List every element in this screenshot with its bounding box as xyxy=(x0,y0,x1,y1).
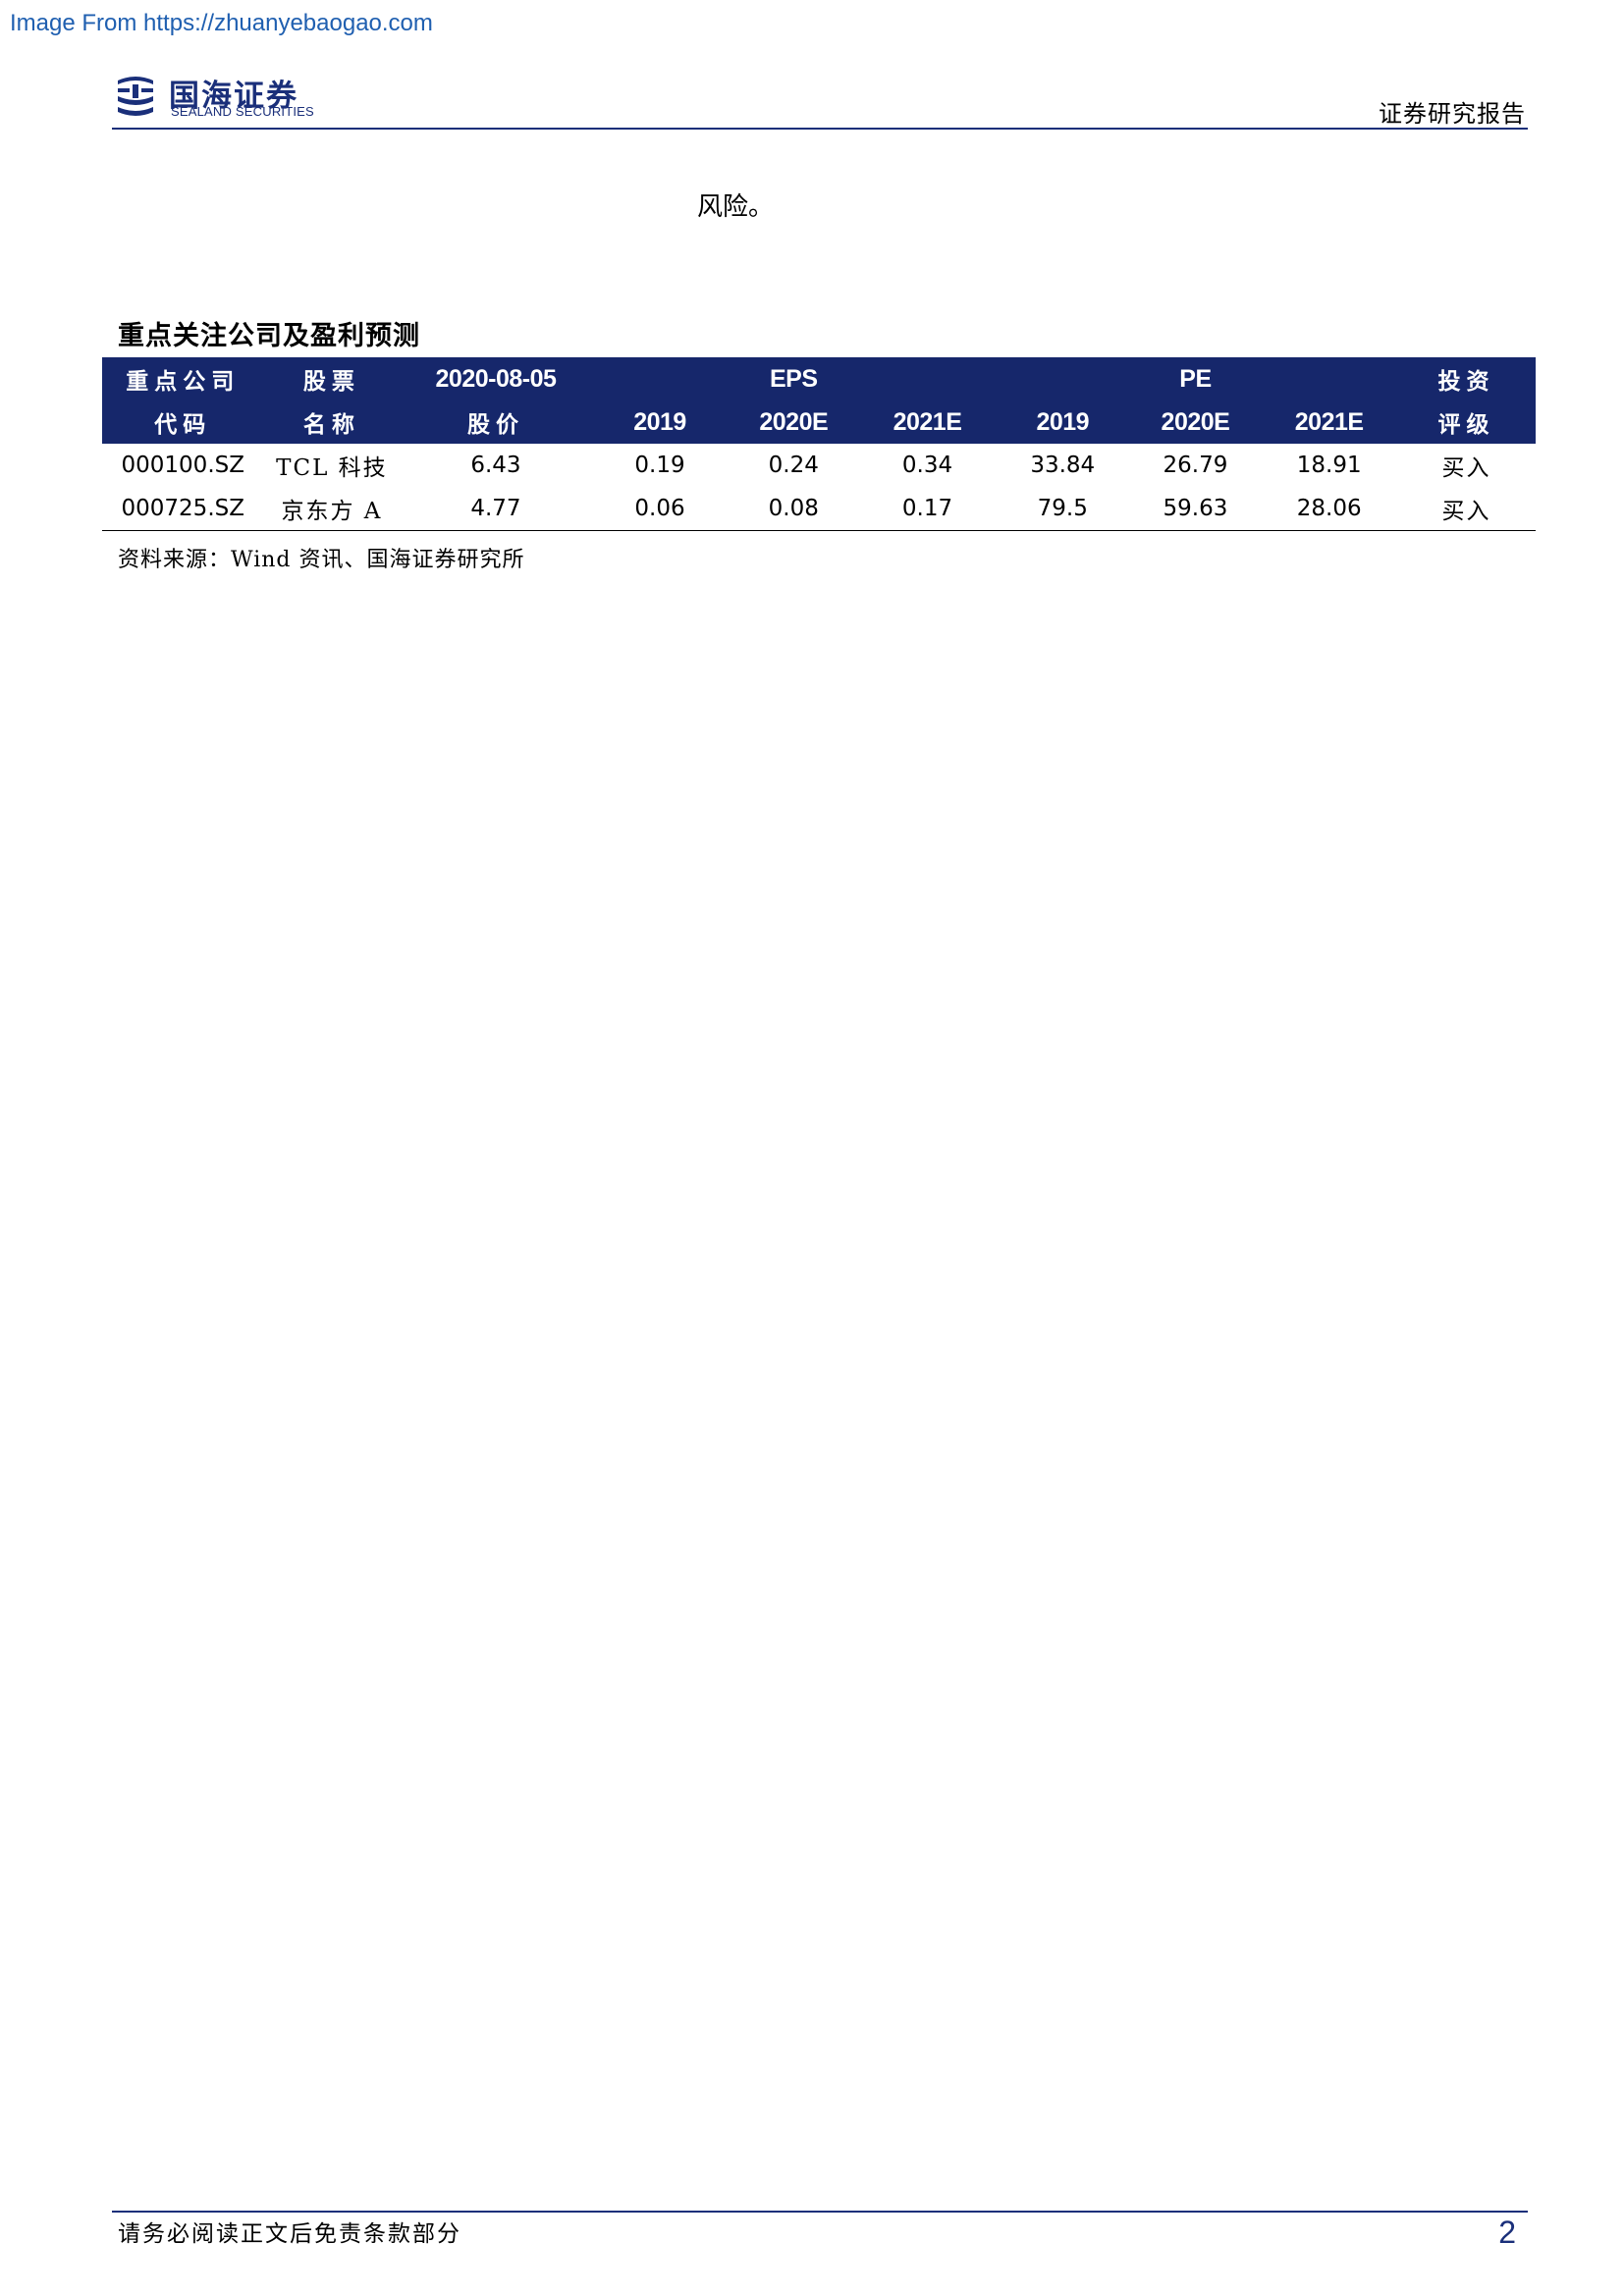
header-cell xyxy=(995,357,1130,400)
eps-cell: 0.24 xyxy=(768,453,819,478)
header-cell: 投资 xyxy=(1397,357,1536,400)
header-cell: 2021E xyxy=(1261,400,1398,444)
price-cell: 6.43 xyxy=(470,453,521,478)
eps-cell: 0.08 xyxy=(728,487,860,531)
table-header-row-bottom: 代码 名称 股价 2019 2020E 2021E 2019 2020E 202… xyxy=(102,400,1536,444)
header-cell: 2020-08-05 xyxy=(400,357,592,400)
header-cell: 股价 xyxy=(400,400,592,444)
footer-disclaimer: 请务必阅读正文后免责条款部分 xyxy=(118,2221,461,2247)
eps-cell: 0.17 xyxy=(859,487,996,531)
sealand-logo-icon xyxy=(114,75,157,120)
pe-cell: 79.5 xyxy=(995,487,1130,531)
header-cell: 股票 xyxy=(263,357,401,400)
body-paragraph: 风险。 xyxy=(697,192,775,222)
pe-cell: 59.63 xyxy=(1129,487,1262,531)
stock-name-cell: TCL 科技 xyxy=(276,455,388,481)
header-cell: 2020E xyxy=(728,400,860,444)
eps-cell: 0.34 xyxy=(901,453,953,478)
header-cell: EPS xyxy=(728,357,860,400)
stock-code-cell: 000725.SZ xyxy=(102,487,264,531)
rating-cell: 买入 xyxy=(1441,455,1491,481)
stock-name-cell: 京东方 A xyxy=(263,487,401,531)
page-number: 2 xyxy=(1498,2215,1516,2250)
eps-cell: 0.19 xyxy=(634,453,685,478)
table-source-note: 资料来源：Wind 资讯、国海证券研究所 xyxy=(118,548,525,572)
header-cell: 名称 xyxy=(263,400,401,444)
header-cell xyxy=(591,357,729,400)
logo-text-cn: 国海证券 xyxy=(169,79,298,114)
footer-divider xyxy=(112,2211,1528,2213)
eps-cell: 0.06 xyxy=(591,487,729,531)
table-header-row-top: 重点公司 股票 2020-08-05 EPS PE 投资 xyxy=(102,357,1536,400)
header-cell: 评级 xyxy=(1397,400,1536,444)
price-cell: 4.77 xyxy=(400,487,592,531)
source-banner[interactable]: Image From https://zhuanyebaogao.com xyxy=(10,10,433,36)
header-cell: 2019 xyxy=(995,400,1130,444)
header-cell: 代码 xyxy=(102,400,264,444)
table-caption: 重点关注公司及盈利预测 xyxy=(118,321,420,351)
stock-code-cell: 000100.SZ xyxy=(121,453,244,478)
header-cell: 2021E xyxy=(859,400,996,444)
rating-cell: 买入 xyxy=(1397,487,1536,531)
pe-cell: 28.06 xyxy=(1261,487,1398,531)
header-divider xyxy=(112,128,1528,130)
pe-cell: 26.79 xyxy=(1163,453,1228,478)
earnings-forecast-table: 重点公司 股票 2020-08-05 EPS PE 投资 代码 名称 股价 20… xyxy=(102,357,1536,531)
header-cell: 重点公司 xyxy=(102,357,264,400)
pe-cell: 33.84 xyxy=(1030,453,1096,478)
header-cell: 2019 xyxy=(591,400,729,444)
logo-text-en: SEALAND SECURITIES xyxy=(171,104,314,119)
header-cell: PE xyxy=(1129,357,1262,400)
report-type-title: 证券研究报告 xyxy=(1379,100,1526,128)
table-row: 000725.SZ 京东方 A 4.77 0.06 0.08 0.17 79.5… xyxy=(102,487,1536,531)
header-cell xyxy=(859,357,996,400)
pe-cell: 18.91 xyxy=(1296,453,1362,478)
header-cell: 2020E xyxy=(1129,400,1262,444)
header-cell xyxy=(1261,357,1398,400)
table-row: 000100.SZ TCL 科技 6.43 0.19 0.24 0.34 33.… xyxy=(102,444,1536,487)
